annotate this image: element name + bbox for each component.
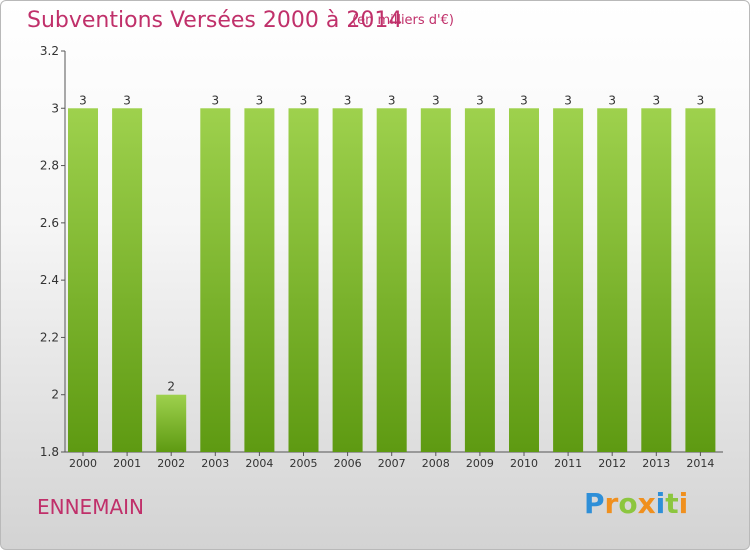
logo-letter: t bbox=[665, 487, 679, 520]
y-tick-label: 3 bbox=[51, 101, 59, 115]
y-tick-label: 2.6 bbox=[40, 216, 59, 230]
bar-2001[interactable] bbox=[112, 108, 143, 453]
x-tick-label-2007: 2007 bbox=[378, 457, 406, 470]
x-tick-label-2002: 2002 bbox=[157, 457, 185, 470]
chart-title: Subventions Versées 2000 à 2014 bbox=[27, 8, 403, 33]
bar-2007[interactable] bbox=[376, 108, 407, 453]
data-label-2005: 3 bbox=[300, 93, 308, 107]
bar-2008[interactable] bbox=[420, 108, 451, 453]
logo-letter: i bbox=[655, 487, 666, 520]
data-label-2000: 3 bbox=[79, 93, 87, 107]
y-tick-label: 2.8 bbox=[40, 159, 59, 173]
x-tick-label-2008: 2008 bbox=[422, 457, 450, 470]
y-tick-label: 3.2 bbox=[40, 44, 59, 58]
x-tick-label-2014: 2014 bbox=[686, 457, 714, 470]
chart-unit: (en milliers d'€) bbox=[352, 13, 454, 28]
x-tick-label-2005: 2005 bbox=[290, 457, 318, 470]
bar-2004[interactable] bbox=[244, 108, 275, 453]
logo-letter: P bbox=[584, 487, 605, 520]
data-label-2004: 3 bbox=[256, 93, 264, 107]
bar-2013[interactable] bbox=[641, 108, 672, 453]
data-label-2014: 3 bbox=[697, 93, 705, 107]
commune-name: ENNEMAIN bbox=[37, 495, 144, 519]
bar-2002[interactable] bbox=[156, 394, 187, 452]
x-tick-label-2001: 2001 bbox=[113, 457, 141, 470]
data-label-2010: 3 bbox=[520, 93, 528, 107]
y-tick-label: 2.4 bbox=[40, 273, 59, 287]
logo-letter: x bbox=[637, 487, 656, 520]
bar-2011[interactable] bbox=[553, 108, 584, 453]
logo-letter: i bbox=[678, 487, 689, 520]
x-tick-label-2006: 2006 bbox=[334, 457, 362, 470]
proxiti-logo[interactable]: Proxiti bbox=[584, 487, 688, 520]
bar-2000[interactable] bbox=[68, 108, 98, 453]
y-tick-label: 2 bbox=[51, 388, 59, 402]
x-tick-label-2010: 2010 bbox=[510, 457, 538, 470]
data-label-2003: 3 bbox=[211, 93, 219, 107]
bar-2012[interactable] bbox=[597, 108, 628, 453]
data-label-2013: 3 bbox=[652, 93, 660, 107]
bar-2006[interactable] bbox=[332, 108, 363, 453]
x-tick-label-2013: 2013 bbox=[642, 457, 670, 470]
bar-2009[interactable] bbox=[464, 108, 495, 453]
x-tick-label-2004: 2004 bbox=[245, 457, 273, 470]
x-tick-label-2009: 2009 bbox=[466, 457, 494, 470]
logo-letter: o bbox=[618, 487, 638, 520]
data-label-2008: 3 bbox=[432, 93, 440, 107]
y-tick-label: 1.8 bbox=[40, 445, 59, 459]
y-tick-label: 2.2 bbox=[40, 330, 59, 344]
data-label-2006: 3 bbox=[344, 93, 352, 107]
bar-2014[interactable] bbox=[685, 108, 716, 453]
x-tick-label-2000: 2000 bbox=[69, 457, 97, 470]
data-label-2012: 3 bbox=[608, 93, 616, 107]
logo-letter: r bbox=[604, 487, 619, 520]
bar-2010[interactable] bbox=[509, 108, 539, 453]
data-label-2002: 2 bbox=[167, 380, 175, 394]
x-tick-label-2003: 2003 bbox=[201, 457, 229, 470]
x-tick-label-2012: 2012 bbox=[598, 457, 626, 470]
data-label-2001: 3 bbox=[123, 93, 131, 107]
data-label-2007: 3 bbox=[388, 93, 396, 107]
bar-2003[interactable] bbox=[200, 108, 231, 453]
x-tick-label-2011: 2011 bbox=[554, 457, 582, 470]
data-label-2011: 3 bbox=[564, 93, 572, 107]
data-label-2009: 3 bbox=[476, 93, 484, 107]
bar-2005[interactable] bbox=[288, 108, 319, 453]
